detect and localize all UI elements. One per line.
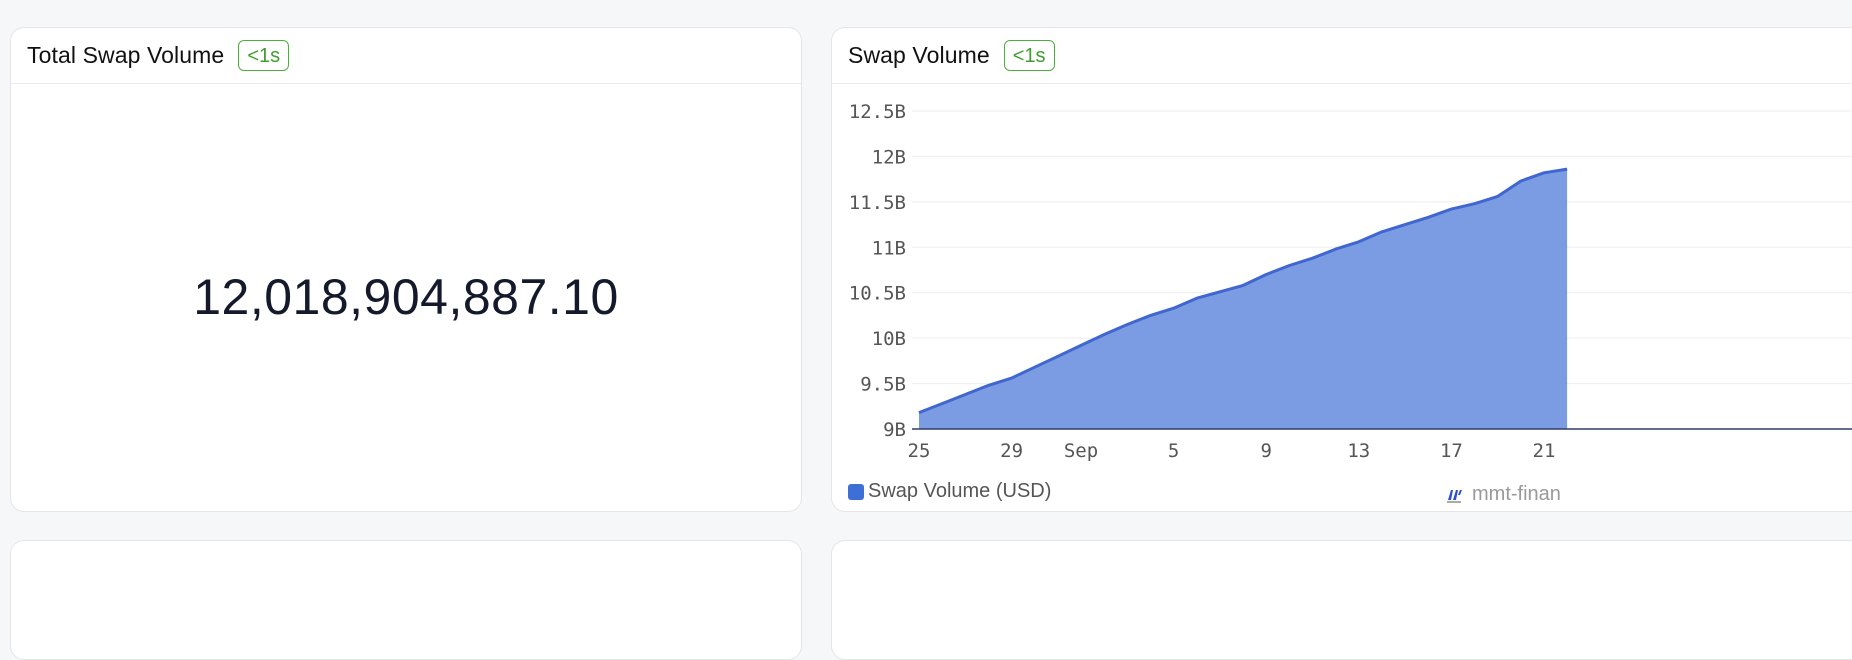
series-area — [919, 169, 1567, 429]
y-tick-label: 11.5B — [849, 192, 906, 214]
swap-volume-chart-card: Swap Volume <1s 9B 9.5B 10B 10.5B 11B 11.5B 12… — [831, 27, 1852, 512]
y-tick-label: 11B — [872, 237, 906, 259]
y-tick-label: 9B — [883, 419, 906, 441]
x-tick-label: 5 — [1168, 440, 1179, 462]
y-tick-label: 10B — [872, 328, 906, 350]
legend-label: Swap Volume (USD) — [868, 480, 1051, 503]
total-swap-volume-card: Total Swap Volume <1s 12,018,904,887.10 — [10, 27, 802, 512]
y-tick-label: 12B — [872, 146, 906, 168]
x-tick-label: 13 — [1347, 440, 1370, 462]
x-tick-label: Sep — [1064, 440, 1098, 462]
watermark: mmt-finan — [1446, 483, 1561, 506]
chart-legend[interactable]: Swap Volume (USD) — [848, 480, 1051, 503]
x-tick-label: 17 — [1440, 440, 1463, 462]
x-tick-label: 25 — [908, 440, 931, 462]
x-tick-label: 21 — [1533, 440, 1556, 462]
card-title: Total Swap Volume — [27, 42, 224, 69]
y-tick-label: 9.5B — [860, 374, 906, 396]
x-tick-label: 29 — [1000, 440, 1023, 462]
x-tick-label: 9 — [1260, 440, 1271, 462]
watermark-text: mmt-finan — [1472, 483, 1561, 506]
y-tick-label: 10.5B — [849, 283, 906, 305]
legend-swatch — [848, 484, 864, 500]
card-header: Total Swap Volume <1s — [11, 28, 801, 84]
latency-badge: <1s — [238, 40, 289, 71]
latency-badge: <1s — [1004, 40, 1055, 71]
bottom-right-card — [831, 540, 1852, 660]
bottom-left-card — [10, 540, 802, 660]
y-tick-label: 12.5B — [849, 101, 906, 123]
card-header: Swap Volume <1s — [832, 28, 1852, 84]
total-swap-volume-value: 12,018,904,887.10 — [11, 268, 801, 326]
mmt-logo-icon — [1446, 486, 1464, 504]
card-title: Swap Volume — [848, 42, 990, 69]
swap-volume-chart[interactable]: 9B 9.5B 10B 10.5B 11B 11.5B 12B 12.5B 25 29 Sep 5 9… — [832, 84, 1852, 479]
